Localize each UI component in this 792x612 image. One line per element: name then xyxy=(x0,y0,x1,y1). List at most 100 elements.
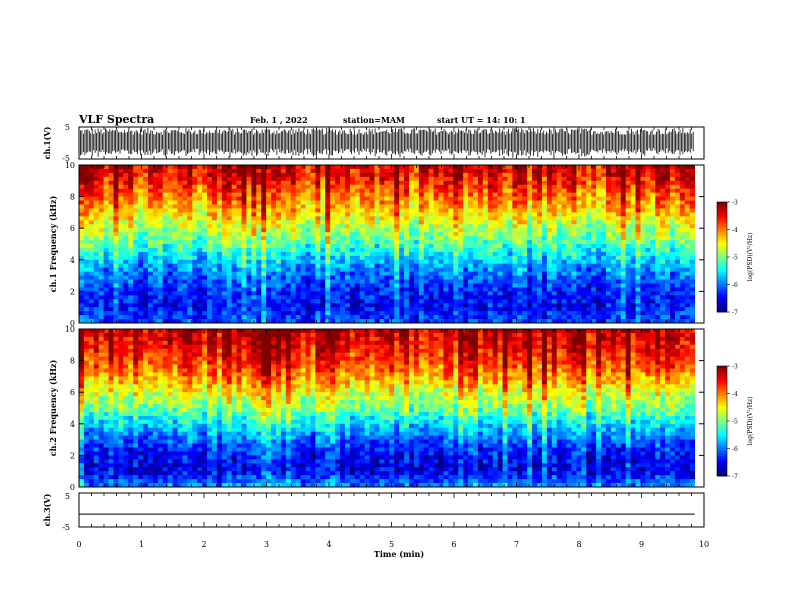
spectrogram-cell xyxy=(315,315,321,320)
spectrogram-cell xyxy=(271,208,277,213)
spectrogram-cell xyxy=(152,212,159,217)
spectrogram-cell xyxy=(482,263,489,269)
spectrogram-cell xyxy=(655,228,661,233)
spectrogram-cell xyxy=(226,212,233,217)
spectrogram-cell xyxy=(473,196,479,201)
spectrogram-cell xyxy=(537,299,543,304)
spectrogram-cell xyxy=(118,311,124,316)
spectrogram-cell xyxy=(601,247,607,253)
spectrogram-cell xyxy=(216,287,223,292)
spectrogram-cell xyxy=(236,283,242,288)
spectrogram-cell xyxy=(88,212,95,217)
spectrogram-cell xyxy=(88,263,95,269)
spectrogram-cell xyxy=(497,240,503,245)
spectrogram-cell xyxy=(418,240,425,245)
spectrogram-cell xyxy=(246,319,252,324)
spectrogram-cell xyxy=(596,291,602,296)
spectrogram-cell xyxy=(231,299,237,304)
spectrogram-cell xyxy=(79,172,85,178)
spectrogram-cell xyxy=(330,212,336,217)
spectrogram-cell xyxy=(635,283,641,288)
spectrogram-cell xyxy=(586,303,592,308)
spectrogram-cell xyxy=(423,251,430,257)
spectrogram-cell xyxy=(586,251,592,257)
spectrogram-cell xyxy=(241,291,247,296)
spectrogram-cell xyxy=(349,311,356,316)
spectrogram-cell xyxy=(473,220,479,225)
spectrogram-cell xyxy=(177,200,183,205)
spectrogram-cell xyxy=(246,295,252,300)
spectrogram-cell xyxy=(143,168,149,174)
spectrogram-cell xyxy=(152,196,159,201)
spectrogram-cell xyxy=(477,279,484,284)
spectrogram-cell xyxy=(300,236,306,241)
spectrogram-cell xyxy=(596,204,602,209)
spectrogram-cell xyxy=(605,212,612,217)
spectrogram-cell xyxy=(167,311,173,316)
figure-title: VLF Spectra xyxy=(78,113,154,126)
spectrogram-cell xyxy=(374,236,380,241)
spectrogram-cell xyxy=(507,240,513,245)
spectrogram-cell xyxy=(433,165,439,170)
spectrogram-cell xyxy=(556,168,563,174)
spectrogram-cell xyxy=(551,188,558,194)
spectrogram-cell xyxy=(438,180,444,186)
spectrogram-cell xyxy=(305,283,311,288)
spectrogram-cell xyxy=(344,319,351,324)
spectrogram-cell xyxy=(349,315,356,320)
spectrogram-cell xyxy=(93,271,100,276)
spectrogram-cell xyxy=(138,232,144,237)
spectrogram-cell xyxy=(482,295,489,300)
spectrogram-cell xyxy=(330,263,336,269)
spectrogram-cell xyxy=(162,271,169,276)
spectrogram-cell xyxy=(221,184,228,190)
spectrogram-cell xyxy=(443,247,449,253)
spectrogram-cell xyxy=(344,247,351,253)
spectrogram-cell xyxy=(379,303,385,308)
spectrogram-cell xyxy=(207,212,213,217)
spectrogram-cell xyxy=(418,212,425,217)
spectrogram-cell xyxy=(359,279,366,284)
spectrogram-cell xyxy=(610,299,617,304)
spectrogram-cell xyxy=(266,204,272,209)
spectrogram-cell xyxy=(561,232,567,237)
spectrogram-cell xyxy=(241,208,247,213)
spectrogram-cell xyxy=(216,204,223,209)
spectrogram-cell xyxy=(423,267,430,273)
spectrogram-cell xyxy=(645,196,651,201)
spectrogram-cell xyxy=(256,263,262,269)
spectrogram-cell xyxy=(123,251,129,257)
spectrogram-cell xyxy=(152,192,159,197)
spectrogram-cell xyxy=(689,184,696,190)
spectrogram-cell xyxy=(325,251,331,257)
spectrogram-cell xyxy=(349,180,356,186)
spectrogram-cell xyxy=(172,228,178,233)
spectrogram-cell xyxy=(354,315,361,320)
spectrogram-cell xyxy=(635,295,641,300)
spectrogram-cell xyxy=(226,172,233,178)
spectrogram-cell xyxy=(261,295,267,300)
spectrogram-cell xyxy=(384,271,390,276)
spectrogram-cell xyxy=(123,271,129,276)
spectrogram-cell xyxy=(468,315,474,320)
spectrogram-cell xyxy=(202,184,208,190)
spectrogram-cell xyxy=(615,196,622,201)
spectrogram-cell xyxy=(546,291,553,296)
spectrogram-cell xyxy=(389,311,395,316)
spectrogram-cell xyxy=(473,192,479,197)
spectrogram-cell xyxy=(635,275,641,280)
spectrogram-cell xyxy=(276,283,282,288)
spectrogram-cell xyxy=(620,287,627,292)
spectrogram-cell xyxy=(133,291,139,296)
spectrogram-cell xyxy=(236,279,242,284)
spectrogram-cell xyxy=(433,303,439,308)
spectrogram-cell xyxy=(118,251,124,257)
spectrogram-cell xyxy=(300,287,306,292)
spectrogram-cell xyxy=(93,184,100,190)
spectrogram-cell xyxy=(285,216,292,221)
spectrogram-cell xyxy=(276,311,282,316)
spectrogram-cell xyxy=(226,200,233,205)
spectrogram-cell xyxy=(581,299,587,304)
spectrogram-cell xyxy=(556,212,563,217)
spectrogram-cell xyxy=(152,279,159,284)
